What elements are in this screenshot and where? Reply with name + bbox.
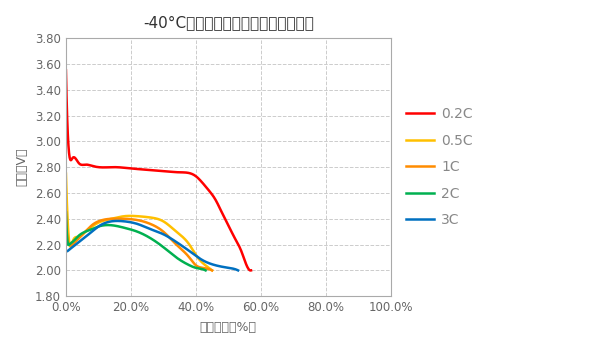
3C bbox=[219, 265, 226, 269]
2C bbox=[145, 235, 153, 239]
Legend: 0.2C, 0.5C, 1C, 2C, 3C: 0.2C, 0.5C, 1C, 2C, 3C bbox=[401, 102, 479, 233]
0.5C bbox=[152, 216, 159, 221]
0.2C bbox=[173, 170, 180, 174]
0.2C bbox=[63, 68, 70, 73]
Line: 2C: 2C bbox=[66, 212, 206, 270]
0.5C bbox=[209, 268, 216, 273]
1C bbox=[150, 223, 157, 227]
1C bbox=[152, 224, 159, 228]
2C bbox=[145, 235, 152, 239]
0.5C bbox=[149, 216, 156, 220]
2C bbox=[63, 210, 70, 214]
0.5C bbox=[185, 242, 193, 246]
2C bbox=[63, 223, 70, 227]
X-axis label: 电池容量（%）: 电池容量（%） bbox=[200, 321, 257, 334]
3C bbox=[208, 262, 215, 266]
3C bbox=[165, 235, 172, 239]
Line: 0.2C: 0.2C bbox=[66, 70, 251, 270]
3C bbox=[63, 249, 70, 253]
3C bbox=[114, 219, 121, 223]
2C bbox=[180, 260, 187, 264]
0.2C bbox=[247, 268, 254, 273]
Line: 3C: 3C bbox=[66, 221, 238, 270]
0.5C bbox=[63, 171, 70, 176]
3C bbox=[168, 237, 175, 241]
2C bbox=[148, 237, 155, 241]
2C bbox=[202, 268, 209, 273]
0.5C bbox=[63, 187, 70, 192]
1C bbox=[195, 265, 202, 269]
3C bbox=[234, 268, 241, 273]
0.2C bbox=[172, 170, 179, 174]
0.5C bbox=[150, 216, 157, 220]
3C bbox=[165, 235, 172, 239]
0.2C bbox=[230, 234, 237, 238]
1C bbox=[185, 255, 193, 259]
Line: 1C: 1C bbox=[66, 212, 212, 270]
0.5C bbox=[195, 256, 202, 260]
Title: -40°C下不同倍率放电的电池容量曲线: -40°C下不同倍率放电的电池容量曲线 bbox=[143, 15, 313, 30]
0.2C bbox=[247, 268, 254, 273]
0.2C bbox=[176, 170, 183, 174]
Y-axis label: 电压（V）: 电压（V） bbox=[15, 148, 28, 186]
0.2C bbox=[218, 210, 225, 215]
2C bbox=[189, 265, 196, 269]
1C bbox=[63, 210, 70, 214]
Line: 0.5C: 0.5C bbox=[66, 173, 212, 270]
0.2C bbox=[63, 95, 70, 99]
3C bbox=[63, 249, 70, 253]
1C bbox=[63, 221, 70, 225]
1C bbox=[149, 223, 156, 227]
1C bbox=[209, 268, 216, 273]
